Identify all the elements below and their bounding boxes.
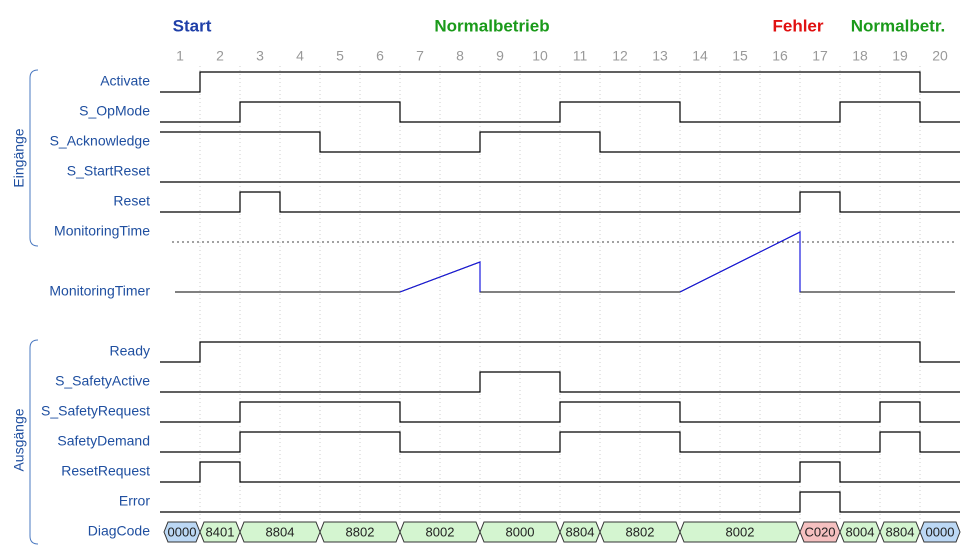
column-number: 14: [692, 48, 708, 64]
group-bracket: [29, 339, 39, 545]
diag-code: 8804: [886, 524, 915, 539]
column-number: 2: [216, 48, 224, 64]
diag-code: 0000: [168, 524, 197, 539]
signal-wave: [160, 191, 960, 213]
column-number: 7: [416, 48, 424, 64]
column-number: 19: [892, 48, 908, 64]
column-number: 8: [456, 48, 464, 64]
signal-wave: [160, 101, 960, 123]
signal-name: Activate: [100, 73, 150, 89]
signal-name: S_Acknowledge: [50, 133, 151, 149]
phase-label: Start: [173, 16, 212, 35]
signal-wave: [160, 461, 960, 483]
diag-code: 8804: [266, 524, 295, 539]
diag-code: C020: [804, 524, 835, 539]
signal-name: S_OpMode: [79, 103, 150, 119]
column-number: 12: [612, 48, 628, 64]
signal-wave: [160, 71, 960, 93]
diag-code: 8802: [626, 524, 655, 539]
column-number: 1: [176, 48, 184, 64]
column-number: 20: [932, 48, 948, 64]
phase-label: Fehler: [772, 16, 823, 35]
monitoring-timer-ramp: [399, 231, 801, 293]
signal-name: S_SafetyRequest: [41, 403, 150, 419]
signal-name: MonitoringTime: [54, 223, 150, 239]
diag-code: 8802: [346, 524, 375, 539]
phase-label: Normalbetr.: [851, 16, 945, 35]
signal-name: S_StartReset: [67, 163, 150, 179]
column-number: 9: [496, 48, 504, 64]
column-number: 18: [852, 48, 868, 64]
signal-wave: [160, 431, 960, 453]
group-label: Eingänge: [11, 128, 27, 187]
signal-name: ResetRequest: [61, 463, 150, 479]
signal-name: Ready: [110, 343, 150, 359]
column-number: 15: [732, 48, 748, 64]
column-number: 16: [772, 48, 788, 64]
column-number: 10: [532, 48, 548, 64]
diag-code: 8000: [506, 524, 535, 539]
monitoring-timer-baseline: [175, 231, 955, 293]
column-number: 17: [812, 48, 828, 64]
phase-label: Normalbetrieb: [434, 16, 549, 35]
column-number: 3: [256, 48, 264, 64]
signal-name: Reset: [113, 193, 150, 209]
signal-name: MonitoringTimer: [49, 283, 150, 299]
column-number: 5: [336, 48, 344, 64]
column-number: 4: [296, 48, 304, 64]
group-label: Ausgänge: [11, 408, 27, 471]
signal-name: Error: [119, 493, 150, 509]
column-number: 11: [573, 48, 588, 64]
signal-name: SafetyDemand: [57, 433, 150, 449]
signal-wave: [160, 401, 960, 423]
diag-code: 8401: [206, 524, 235, 539]
signal-wave: [160, 371, 960, 393]
diag-code: 8002: [726, 524, 755, 539]
diag-code: 8004: [846, 524, 875, 539]
signal-wave: [160, 341, 960, 363]
diag-code: 8002: [426, 524, 455, 539]
column-number: 13: [652, 48, 668, 64]
diag-segment: [919, 521, 961, 543]
signal-wave: [160, 491, 960, 513]
diag-code: 0000: [926, 524, 955, 539]
group-bracket: [29, 69, 39, 247]
column-number: 6: [376, 48, 384, 64]
signal-name: DiagCode: [88, 523, 150, 539]
signal-name: S_SafetyActive: [55, 373, 150, 389]
diag-code: 8804: [566, 524, 595, 539]
signal-wave: [160, 131, 960, 153]
